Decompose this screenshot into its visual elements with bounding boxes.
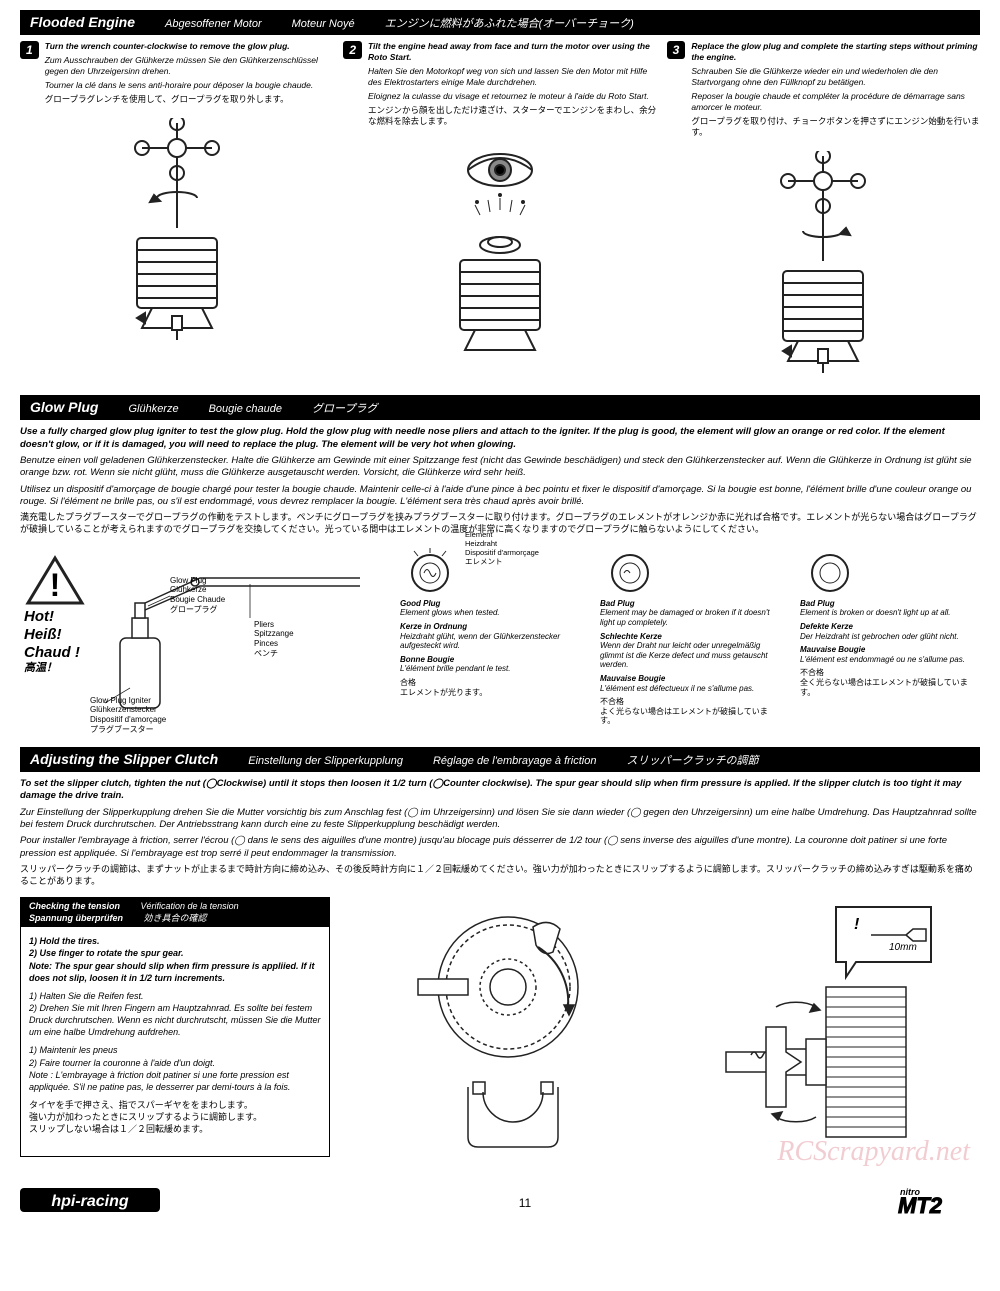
title-en: Flooded Engine [30, 14, 135, 30]
sc-intro-jp: スリッパークラッチの調節は、まずナットが止まるまで時計方向に締め込み、その後反時… [20, 864, 980, 887]
step-1-badge: 1 [20, 41, 39, 59]
engine-diagram-1 [20, 118, 333, 348]
page-number: 11 [519, 1196, 531, 1210]
step-2-col: 2 Tilt the engine head away from face an… [343, 41, 656, 381]
svg-text:MT2: MT2 [898, 1193, 943, 1217]
gp-title-jp: グロープラグ [312, 400, 377, 416]
svg-text:10mm: 10mm [889, 942, 917, 953]
sc-title-fr: Réglage de l'embrayage à friction [433, 755, 597, 767]
plug-states-row: Element Heizdraht Dispositif d'armorçage… [400, 548, 980, 733]
step-3-jp: グロープラグを取り付け、チョークボタンを押さずにエンジン始動を行います。 [691, 116, 980, 138]
gp-intro-fr: Utilisez un dispositif d'amorçage de bou… [20, 484, 980, 509]
header-slipper-clutch: Adjusting the Slipper Clutch Einstellung… [20, 747, 980, 772]
step-3-en: Replace the glow plug and complete the s… [691, 41, 980, 63]
step-2-fr: Eloignez la culasse du visage et retourn… [368, 91, 657, 102]
manual-page: Flooded Engine Abgesoffener Motor Moteur… [0, 0, 1000, 1228]
page-footer: hpi-racing 11 nitroMT2 [20, 1177, 980, 1228]
flooded-steps-row: 1 Turn the wrench counter-clockwise to r… [20, 41, 980, 381]
pliers-labels: Pliers Spitzzange Pinces ペンチ [254, 620, 294, 658]
good-plug-col: Element Heizdraht Dispositif d'armorçage… [400, 548, 580, 733]
step-3-fr: Reposer la bougie chaude et compléter la… [691, 91, 980, 113]
gp-intro-en: Use a fully charged glow plug igniter to… [20, 426, 980, 451]
sc-title-en: Adjusting the Slipper Clutch [30, 751, 218, 767]
step-3-badge: 3 [667, 41, 686, 59]
element-labels: Element Heizdraht Dispositif d'armorçage… [465, 530, 585, 566]
slipper-row: Checking the tension Vérification de la … [20, 897, 980, 1157]
title-jp: エンジンに燃料があふれた場合(オーバーチョーク) [385, 15, 634, 31]
svg-text:hpi-racing: hpi-racing [51, 1193, 129, 1210]
gear-diagrams: ! 10mm [344, 897, 980, 1157]
step-1-jp: グロープラグレンチを使用して、グロープラグを取り外します。 [45, 94, 334, 105]
step-2-en: Tilt the engine head away from face and … [368, 41, 657, 63]
step-3-de: Schrauben Sie die Glühkerze wieder ein u… [691, 66, 980, 88]
tension-box: Checking the tension Vérification de la … [20, 897, 330, 1157]
engine-diagram-3 [667, 151, 980, 381]
header-flooded-engine: Flooded Engine Abgesoffener Motor Moteur… [20, 10, 980, 35]
step-2-de: Halten Sie den Motorkopf weg von sich un… [368, 66, 657, 88]
tension-jp: タイヤを手で押さえ、指でスパーギヤををまわします。 強い力が加わったときにスリッ… [29, 1099, 321, 1135]
wrench-gear-diagram: ! 10mm [706, 897, 936, 1157]
brand-logo-right: nitroMT2 [890, 1183, 980, 1222]
step-1-fr: Tourner la clé dans le sens anti-horaire… [45, 80, 334, 91]
gp-title-fr: Bougie chaude [209, 403, 282, 415]
sc-intro-en: To set the slipper clutch, tighten the n… [20, 778, 980, 803]
exclaim-icon: ! [854, 916, 860, 933]
bad-plug-1-col: Bad PlugElement may be damaged or broken… [600, 548, 780, 733]
sc-title-jp: スリッパークラッチの調節 [626, 752, 758, 768]
gp-title-de: Glühkerze [128, 403, 178, 415]
header-glow-plug: Glow Plug Glühkerze Bougie chaude グロープラグ [20, 395, 980, 420]
hot-labels: Hot! Heiß! Chaud ! 高温！ [24, 608, 80, 675]
tension-header: Checking the tension Vérification de la … [21, 898, 329, 927]
step-1-de: Zum Ausschrauben der Glühkerze müssen Si… [45, 55, 334, 77]
gp-intro-de: Benutze einen voll geladenen Glühkerzens… [20, 455, 980, 480]
engine-diagram-2 [343, 140, 656, 370]
bad-plug-2-col: Bad PlugElement is broken or doesn't lig… [800, 548, 980, 733]
step-2-jp: エンジンから顔を出しただけ遠ざけ、スターターでエンジンをまわし、余分な燃料を除去… [368, 105, 657, 127]
sc-intro-de: Zur Einstellung der Slipperkupplung dreh… [20, 807, 980, 832]
igniter-labels: Glow Plug Igniter Glühkerzenstecker Disp… [90, 696, 166, 734]
brand-logo-left: hpi-racing [20, 1186, 160, 1220]
step-1-en: Turn the wrench counter-clockwise to rem… [45, 41, 334, 52]
tension-body: 1) Hold the tires. 2) Use finger to rota… [21, 927, 329, 1149]
sc-title-de: Einstellung der Slipperkupplung [248, 755, 403, 767]
tension-fr: 1) Maintenir les pneus 2) Faire tourner … [29, 1044, 321, 1093]
title-de: Abgesoffener Motor [165, 18, 262, 30]
tension-de: 1) Halten Sie die Reifen fest. 2) Drehen… [29, 990, 321, 1039]
step-1-col: 1 Turn the wrench counter-clockwise to r… [20, 41, 333, 381]
glow-tool-diagram: ! Hot! Heiß! Chaud ! 高温！ [20, 548, 400, 733]
glowplug-labels: Glow Plug Glühkerze Bougie Chaude グロープラグ [170, 576, 225, 614]
step-3-col: 3 Replace the glow plug and complete the… [667, 41, 980, 381]
tension-en: 1) Hold the tires. 2) Use finger to rota… [29, 935, 321, 984]
sc-intro-fr: Pour installer l'embrayage à friction, s… [20, 835, 980, 860]
gp-title-en: Glow Plug [30, 399, 98, 415]
svg-text:!: ! [50, 567, 61, 603]
title-fr: Moteur Noyé [292, 18, 355, 30]
glow-plug-row: ! Hot! Heiß! Chaud ! 高温！ [20, 548, 980, 733]
step-2-badge: 2 [343, 41, 362, 59]
spur-gear-diagram [388, 897, 618, 1157]
